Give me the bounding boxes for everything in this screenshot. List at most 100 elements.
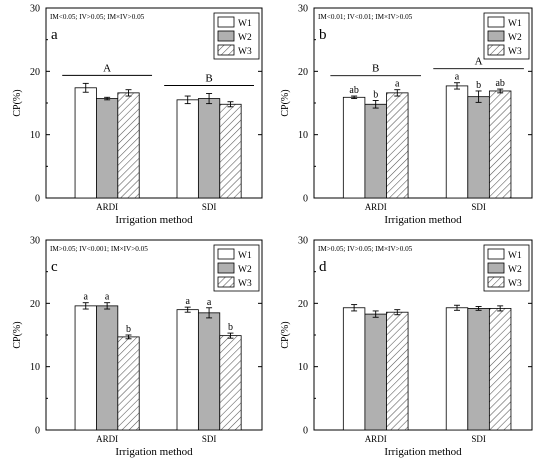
y-tick-label: 30	[30, 4, 40, 15]
panel-label: a	[51, 27, 58, 43]
legend-swatch-w3	[217, 276, 235, 288]
bar-sdi-w2	[467, 307, 490, 431]
bar-significance-letter: b	[476, 80, 481, 91]
legend-swatch-w2	[487, 262, 505, 274]
bar-significance-letter: a	[185, 296, 190, 307]
y-tick-label: 30	[30, 236, 40, 247]
bar-ardi-w2	[96, 305, 119, 431]
y-tick-label: 10	[30, 362, 40, 373]
y-tick-label: 0	[303, 426, 308, 437]
x-tick-label: SDI	[471, 434, 486, 444]
legend-swatch-w3	[217, 44, 235, 56]
bar-significance-letter: b	[126, 324, 131, 335]
bar-significance-letter: a	[105, 292, 110, 303]
legend-label: W3	[238, 47, 252, 57]
x-axis-label: Irrigation method	[384, 214, 462, 226]
y-tick-label: 20	[30, 67, 40, 78]
x-axis-label: Irrigation method	[384, 446, 462, 458]
legend-swatch-w3	[487, 44, 505, 56]
y-tick-label: 0	[303, 194, 308, 205]
significance-summary: IM>0.05; IV>0.05; IM×IV>0.05	[318, 245, 413, 253]
legend-label: W1	[508, 19, 522, 29]
bar-significance-letter: a	[207, 297, 212, 308]
y-tick-label: 30	[298, 4, 308, 15]
bar-ardi-w3	[386, 92, 409, 199]
y-tick-label: 20	[298, 67, 308, 78]
significance-summary: IM<0.01; IV<0.01; IM×IV>0.05	[318, 13, 413, 21]
y-axis-label: CP(%)	[12, 89, 23, 116]
x-tick-label: SDI	[471, 202, 486, 212]
bar-sdi-w1	[176, 309, 199, 431]
bar-significance-letter: ab	[495, 78, 504, 89]
bar-ardi-w2	[96, 98, 119, 199]
x-axis-label: Irrigation method	[115, 446, 193, 458]
legend-label: W1	[238, 251, 252, 261]
x-tick-label: ARDI	[96, 202, 118, 212]
bar-sdi-w1	[176, 99, 199, 199]
group-significance-letter: A	[475, 56, 483, 68]
legend-swatch-w3	[487, 276, 505, 288]
bar-sdi-w3	[219, 335, 242, 431]
legend-swatch-w1	[217, 16, 235, 28]
legend-swatch-w2	[487, 30, 505, 42]
y-tick-label: 30	[298, 236, 308, 247]
bar-ardi-w3	[386, 311, 409, 431]
legend-label: W1	[508, 251, 522, 261]
bar-significance-letter: a	[395, 79, 400, 90]
group-significance-letter: B	[205, 73, 212, 85]
chart-panel-c: 0 10 20 30 CP(%) Irrigation method IM>0.05; IV…	[12, 236, 263, 458]
x-tick-label: SDI	[202, 434, 217, 444]
bar-sdi-w3	[488, 307, 512, 431]
y-tick-label: 10	[30, 130, 40, 141]
legend-label: W2	[508, 33, 522, 43]
x-tick-label: ARDI	[365, 202, 387, 212]
significance-summary: IM>0.05; IV<0.001; IM×IV>0.05	[50, 245, 148, 253]
bar-significance-letter: a	[455, 72, 460, 83]
y-tick-label: 10	[298, 362, 308, 373]
bar-significance-letter: b	[228, 322, 233, 333]
legend-label: W3	[508, 47, 522, 57]
legend-swatch-w2	[217, 262, 235, 274]
bar-sdi-w1	[445, 307, 469, 431]
panel-label: b	[319, 27, 327, 43]
y-axis-label: CP(%)	[280, 89, 291, 116]
legend-label: W2	[508, 265, 522, 275]
bar-significance-letter: a	[84, 292, 89, 303]
legend-swatch-w1	[217, 248, 235, 260]
bar-sdi-w3	[219, 103, 242, 199]
bar-sdi-w2	[197, 312, 221, 431]
legend-swatch-w1	[487, 248, 505, 260]
y-tick-label: 0	[35, 426, 40, 437]
bar-ardi-w2	[364, 313, 387, 431]
y-tick-label: 20	[298, 299, 308, 310]
panel-label: d	[319, 259, 327, 275]
legend-label: W2	[238, 33, 252, 43]
legend-swatch-w2	[217, 30, 235, 42]
legend-label: W2	[238, 265, 252, 275]
bar-ardi-w2	[364, 103, 387, 199]
chart-panel-d: 0 10 20 30 CP(%) Irrigation method IM>0.05; IV…	[280, 236, 533, 458]
group-significance-letter: B	[372, 63, 379, 75]
x-tick-label: ARDI	[365, 434, 387, 444]
bar-sdi-w2	[467, 96, 490, 199]
bar-ardi-w3	[117, 336, 140, 431]
bar-ardi-w3	[117, 92, 140, 199]
bar-sdi-w2	[197, 98, 221, 199]
bar-ardi-w1	[74, 87, 97, 199]
x-tick-label: SDI	[202, 202, 217, 212]
group-significance-letter: A	[103, 62, 111, 74]
legend-label: W3	[508, 279, 522, 289]
legend-label: W3	[238, 279, 252, 289]
panel-label: c	[51, 259, 58, 275]
y-axis-label: CP(%)	[12, 321, 23, 348]
chart-panel-b: 0 10 20 30 CP(%) Irrigation method IM<0.01; IV…	[280, 4, 533, 226]
bar-significance-letter: ab	[349, 85, 358, 96]
bar-significance-letter: b	[373, 89, 378, 100]
bar-ardi-w1	[342, 96, 366, 199]
significance-summary: IM<0.05; IV>0.05; IM×IV>0.05	[50, 13, 145, 21]
chart-panel-a: 0 10 20 30 CP(%) Irrigation method IM<0.05; IV…	[12, 4, 263, 226]
bar-ardi-w1	[74, 305, 97, 431]
y-axis-label: CP(%)	[280, 321, 291, 348]
bar-sdi-w1	[445, 85, 469, 199]
